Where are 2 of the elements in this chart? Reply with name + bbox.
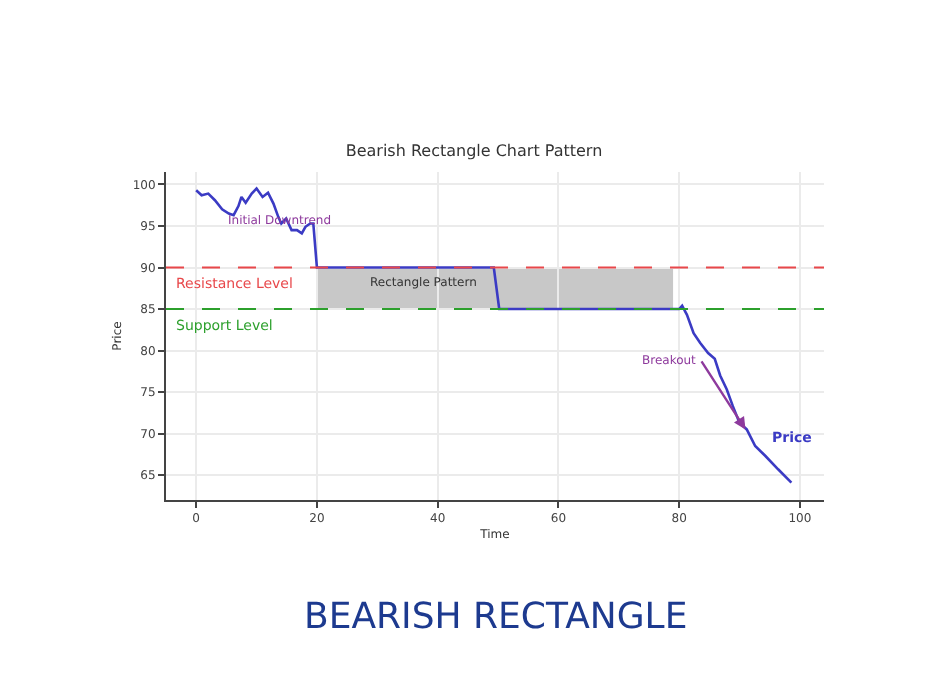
chart-title: Bearish Rectangle Chart Pattern: [345, 141, 603, 160]
text: BEARISH RECTANGLE: [304, 596, 688, 638]
